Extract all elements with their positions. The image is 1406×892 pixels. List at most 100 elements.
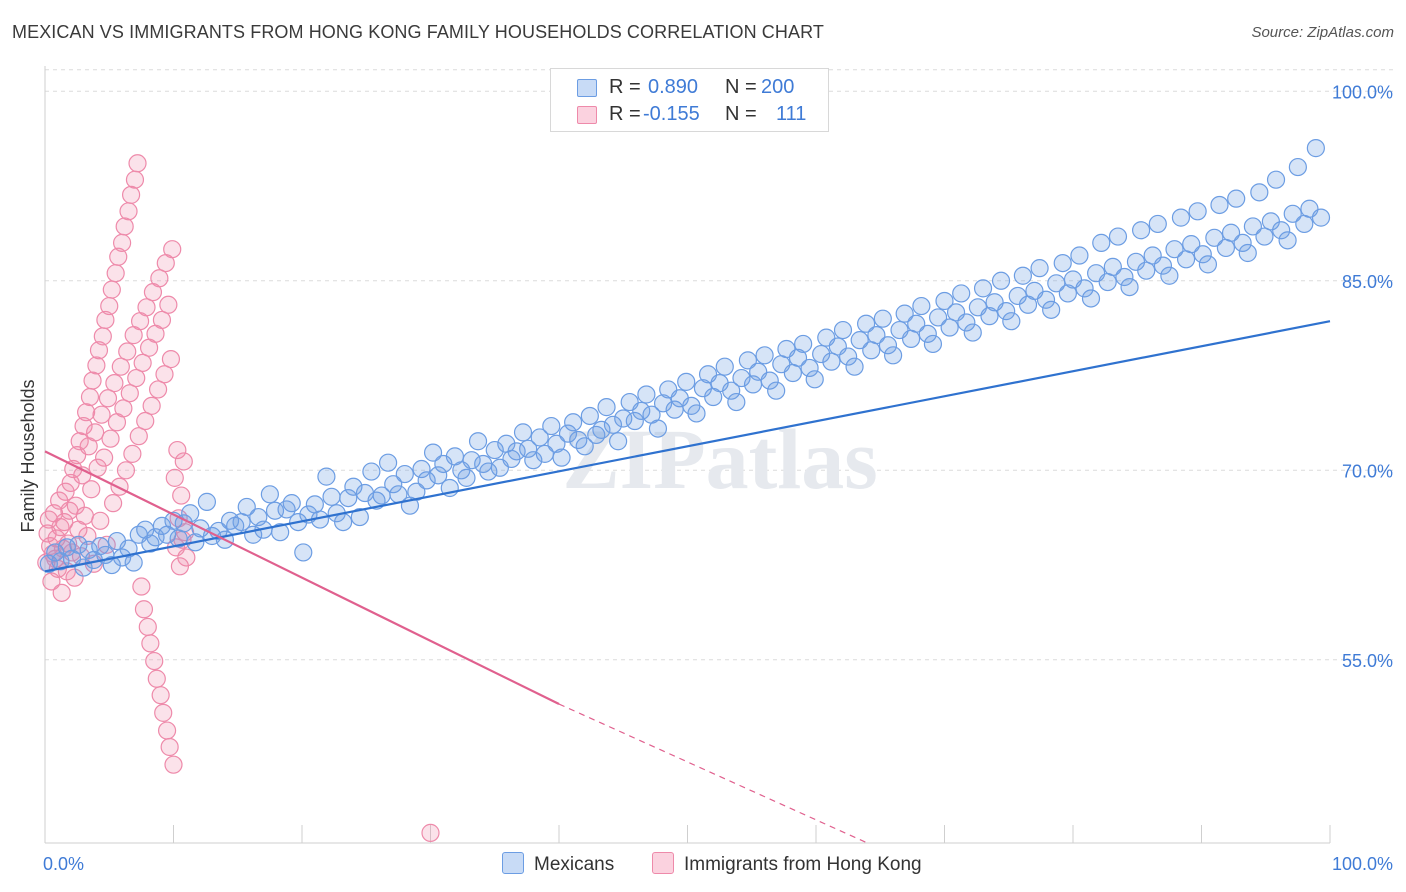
tick-labels: 55.0% 70.0% 85.0% 100.0% 0.0% 100.0% (43, 82, 1393, 874)
mexicans-point (1227, 189, 1246, 208)
data-points (37, 139, 1331, 842)
mexicans-point (265, 501, 285, 520)
mexicans-point (1295, 214, 1314, 234)
hong-kong-point (114, 399, 133, 418)
mexicans-point (883, 346, 903, 365)
hong-kong-point (70, 432, 89, 451)
mexicans-point (457, 468, 476, 487)
mexicans-point (417, 471, 436, 490)
hong-kong-point (134, 600, 154, 619)
legend-swatch-hong-kong (577, 106, 597, 124)
hong-kong-point (136, 411, 155, 431)
y-axis-label: Family Households (18, 379, 38, 532)
mexicans-point (1311, 208, 1331, 227)
mexicans-point (928, 308, 948, 327)
mexicans-point (788, 348, 808, 367)
mexicans-point (197, 492, 217, 511)
hong-kong-point (145, 651, 164, 671)
hong-kong-point (74, 416, 93, 436)
x-tick-label: 0.0% (43, 854, 84, 874)
mexicans-point (812, 344, 831, 364)
mexicans-point (755, 346, 774, 365)
mexicans-point (1137, 261, 1156, 280)
mexicans-point (1193, 245, 1212, 264)
mexicans-point (1148, 214, 1167, 234)
mexicans-point (1188, 202, 1207, 221)
mexicans-point (1108, 227, 1128, 246)
mexicans-point (46, 543, 65, 562)
hong-kong-point (155, 365, 174, 384)
mexicans-point (597, 398, 616, 417)
bottom-legend-hong-kong: Immigrants from Hong Kong (652, 852, 922, 876)
legend-r-value: -0.155 (643, 103, 700, 125)
mexicans-point (542, 416, 561, 436)
y-tick-label: 85.0% (1342, 272, 1393, 292)
mexicans-point (918, 324, 937, 343)
mexicans-point (1053, 253, 1072, 273)
mexicans-point (609, 432, 628, 451)
mexicans-point (901, 329, 921, 348)
hong-kong-point (106, 264, 125, 283)
mexicans-point (625, 411, 644, 431)
mexicans-point (923, 334, 943, 354)
hong-kong-point (96, 310, 115, 330)
hong-kong-point (118, 342, 137, 361)
hong-kong-point (66, 496, 85, 515)
mexicans-point (1255, 227, 1274, 246)
legend-swatch-mexicans (577, 79, 597, 97)
hong-kong-point (105, 374, 124, 393)
hong-kong-point (89, 341, 109, 360)
mexicans-point (124, 553, 143, 572)
hong-kong-point (177, 548, 196, 567)
legend-row-hong-kong: R = -0.155 N = 111 (551, 100, 828, 128)
mexicans-point (963, 323, 982, 342)
mexicans-point (632, 401, 651, 421)
mexicans-point (687, 404, 706, 423)
mexicans-point (1120, 277, 1139, 297)
mexicans-point (862, 341, 881, 360)
mexicans-point (513, 423, 533, 442)
y-tick-label: 100.0% (1332, 82, 1393, 102)
mexicans-point (79, 540, 98, 559)
mexicans-point (317, 467, 336, 486)
hong-kong-point (421, 823, 440, 842)
mexicans-point (952, 284, 971, 303)
hong-kong-point (65, 568, 84, 587)
mexicans-point (1210, 195, 1229, 215)
y-tick-label: 55.0% (1342, 651, 1393, 671)
mexicans-point (980, 307, 999, 326)
legend-n-label: N = (725, 103, 757, 125)
hong-kong-point (86, 423, 105, 442)
mexicans-point (423, 443, 443, 462)
mexicans-point (637, 385, 656, 404)
mexicans-point (1132, 221, 1151, 240)
mexicans-point (1058, 284, 1077, 303)
mexicans-point (552, 448, 571, 467)
hong-kong-point (102, 280, 121, 299)
mexicans-point (57, 538, 76, 557)
hong-kong-point (172, 486, 191, 505)
mexicans-point (648, 419, 668, 438)
mexicans-point (412, 459, 431, 479)
hong-kong-point (157, 721, 177, 740)
hong-kong-point (160, 737, 179, 757)
mexicans-point (991, 271, 1011, 290)
mexicans-point (367, 491, 386, 510)
legend-r-label: R = (609, 103, 641, 125)
mexicans-point (91, 536, 110, 556)
hong-kong-point (104, 494, 123, 513)
mexicans-point (468, 432, 488, 451)
mexicans-point (592, 420, 611, 439)
mexicans-point (1272, 221, 1291, 240)
mexicans-point (1176, 250, 1196, 269)
mexicans-point (1042, 300, 1061, 319)
mexicans-point (1098, 272, 1117, 292)
mexicans-point (479, 462, 498, 481)
hong-kong-point (116, 461, 136, 480)
bottom-swatch-mexicans (502, 852, 524, 874)
bottom-legend-label: Mexicans (534, 854, 615, 875)
mexicans-point (1030, 259, 1049, 278)
mexicans-point (519, 439, 538, 458)
hong-kong-point (91, 511, 110, 530)
